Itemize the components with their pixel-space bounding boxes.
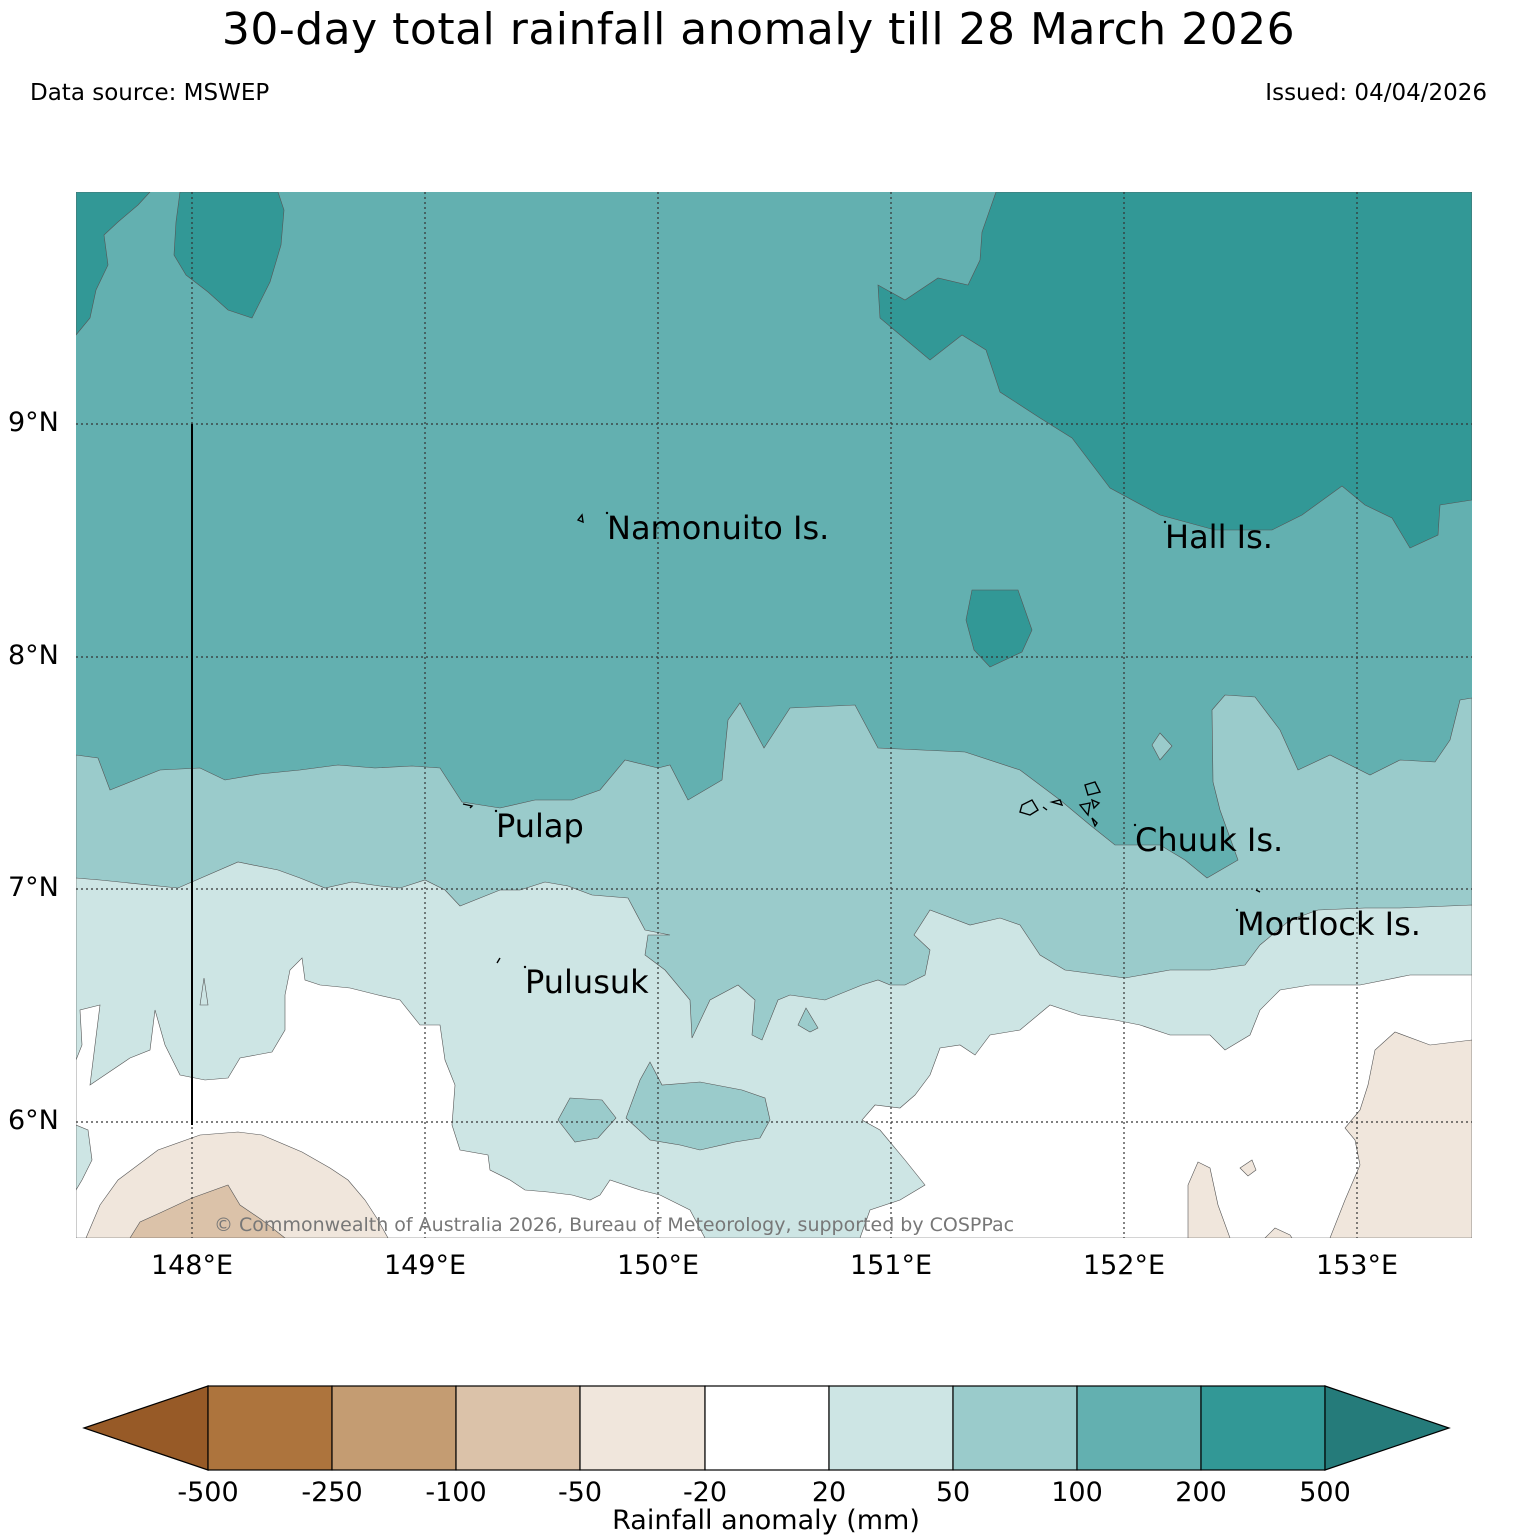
colorbar-extend-max — [1324, 1385, 1451, 1471]
band-20-50-chip-1 — [199, 977, 209, 1006]
mortlock-island-shape — [1255, 889, 1261, 893]
band-neg20-50-sw — [85, 1131, 389, 1238]
place-pulusuk: Pulusuk — [525, 963, 649, 1001]
chuuk-island-shape-7 — [1042, 806, 1048, 811]
chuuk-dot — [1133, 823, 1137, 827]
band-50-100-blob-b — [625, 1061, 771, 1151]
colorbar-swatch-8 — [1076, 1385, 1202, 1471]
band-neg20-50-patch-a — [1187, 1161, 1231, 1238]
band-20-50-west-strip — [76, 1124, 93, 1191]
colorbar-tick-100: 100 — [1051, 1477, 1103, 1508]
colorbar-tick-500: 500 — [1299, 1477, 1351, 1508]
lat-label-8n: 8°N — [8, 640, 59, 671]
map-title: 30-day total rainfall anomaly till 28 Ma… — [221, 4, 1296, 55]
place-pulap: Pulap — [496, 807, 584, 845]
colorbar — [82, 1385, 1451, 1471]
place-dots — [494, 511, 1239, 969]
lon-label-153e: 153°E — [1315, 1250, 1399, 1281]
namonuito-dot — [605, 511, 609, 515]
lon-label-149e: 149°E — [383, 1250, 467, 1281]
band-neg20-50-se — [1329, 1031, 1472, 1238]
colorbar-tick-neg50: -50 — [557, 1477, 603, 1508]
hall-dot — [1163, 520, 1167, 524]
chuuk-island-shape-3 — [1049, 799, 1064, 807]
lon-label-148e: 148°E — [150, 1250, 234, 1281]
band-200-500-ne — [877, 192, 1472, 549]
lat-label-9n: 9°N — [8, 407, 59, 438]
place-mortlock: Mortlock Is. — [1237, 905, 1421, 943]
colorbar-swatch-4 — [579, 1385, 706, 1471]
copyright-notice: © Commonwealth of Australia 2026, Bureau… — [214, 1214, 1015, 1236]
place-chuuk: Chuuk Is. — [1135, 821, 1284, 859]
islands — [462, 513, 1261, 964]
lat-label-7n: 7°N — [8, 872, 59, 903]
mortlock-dot — [1235, 908, 1239, 912]
band-neg20-50-patch-c — [1264, 1227, 1293, 1238]
colorbar-swatch-9 — [1200, 1385, 1326, 1471]
lon-label-152e: 152°E — [1082, 1250, 1166, 1281]
colorbar-swatch-3 — [455, 1385, 581, 1471]
colorbar-tick-neg20: -20 — [682, 1477, 728, 1508]
band-50-100-blob-a — [557, 1097, 617, 1143]
chuuk-island-shape-6 — [1091, 817, 1098, 828]
chuuk-island-shape-2 — [1019, 799, 1039, 816]
lon-label-150e: 150°E — [616, 1250, 700, 1281]
colorbar-tick-neg100: -100 — [425, 1477, 487, 1508]
place-hall: Hall Is. — [1165, 518, 1273, 556]
chuuk-island-shape-5 — [1090, 798, 1101, 810]
band-50-100-spot — [1151, 732, 1173, 761]
pulap-island-shape — [462, 803, 474, 809]
pulusuk-dot — [523, 965, 527, 969]
colorbar-swatch-6 — [828, 1385, 954, 1471]
colorbar-tick-50: 50 — [935, 1477, 971, 1508]
band-200-500-nw — [76, 192, 151, 336]
chuuk-island-shape-4 — [1078, 802, 1091, 817]
colorbar-swatch-7 — [952, 1385, 1078, 1471]
colorbar-swatch-5 — [704, 1385, 830, 1471]
issued-date: Issued: 04/04/2026 — [1265, 80, 1487, 106]
pulusuk-island-shape — [496, 957, 501, 964]
namonuito-island-shape — [576, 513, 584, 524]
place-namonuito: Namonuito Is. — [607, 509, 830, 547]
band-neg20-50-patch-b — [1239, 1159, 1257, 1177]
colorbar-swatch-2 — [331, 1385, 457, 1471]
lon-label-151e: 151°E — [849, 1250, 933, 1281]
data-source: Data source: MSWEP — [30, 80, 270, 106]
colorbar-tick-neg250: -250 — [301, 1477, 363, 1508]
colorbar-tick-neg500: -500 — [177, 1477, 239, 1508]
band-200-500-island — [965, 589, 1033, 668]
band-neg50-100 — [129, 1184, 286, 1238]
band-neutral-east — [859, 974, 1472, 1238]
colorbar-title: Rainfall anomaly (mm) — [612, 1505, 920, 1536]
colorbar-swatch-1 — [207, 1385, 333, 1471]
band-50-100-spot-b — [797, 1007, 819, 1033]
colorbar-tick-200: 200 — [1175, 1477, 1227, 1508]
pulap-dot — [494, 809, 498, 813]
colorbar-extend-min — [82, 1385, 209, 1471]
chuuk-island-shape-1 — [1084, 781, 1102, 796]
colorbar-tick-20: 20 — [811, 1477, 847, 1508]
band-200-500-north — [173, 192, 285, 319]
lat-label-6n: 6°N — [8, 1105, 59, 1136]
